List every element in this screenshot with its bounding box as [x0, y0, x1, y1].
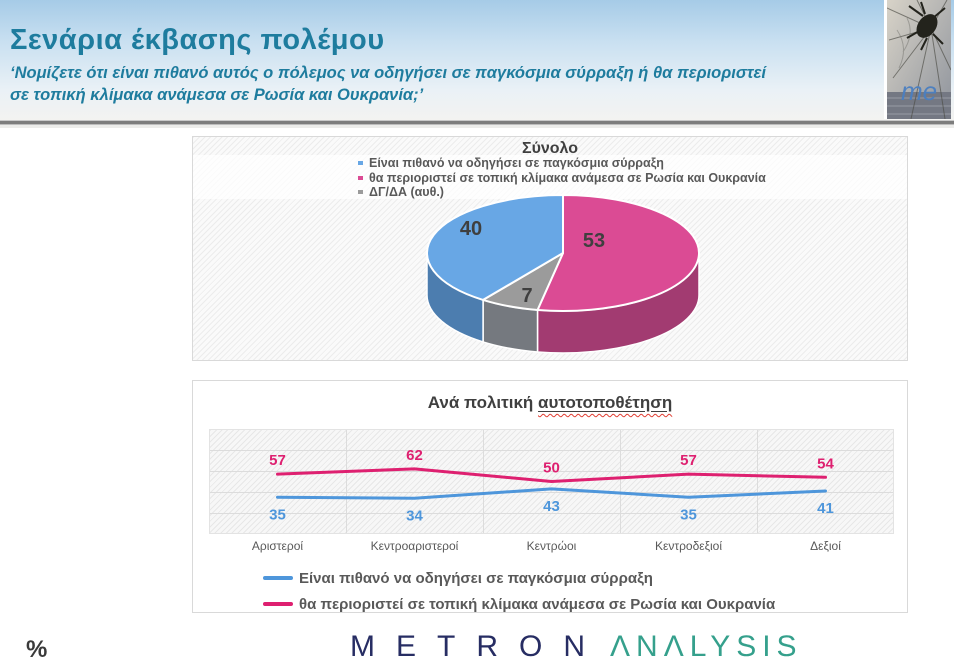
legend-item: θα περιοριστεί σε τοπική κλίμακα ανάμεσα…: [358, 171, 766, 186]
line-legend: Είναι πιθανό να οδηγήσει σε παγκόσμια σύ…: [263, 565, 775, 617]
svg-text:57: 57: [269, 452, 286, 469]
legend-label: θα περιοριστεί σε τοπική κλίμακα ανάμεσα…: [299, 595, 776, 613]
pie-chart-panel: 40 53 7 Σύνολο Είναι πιθανό να οδηγήσει σε…: [192, 136, 908, 361]
svg-text:53: 53: [583, 230, 605, 252]
page-title: Σενάρια έκβασης πολέμου: [10, 24, 385, 56]
x-axis-labels: Αριστεροί Κεντροαριστεροί Κεντρώοι Κεντρ…: [209, 539, 894, 553]
svg-text:57: 57: [680, 452, 697, 469]
brand-metron: METRON: [350, 630, 606, 663]
logo-me-text: me: [901, 76, 937, 106]
survey-question-subtitle: ‘Νομίζετε ότι είναι πιθανό αυτός ο πόλεμ…: [10, 64, 767, 105]
pie-chart-title: Σύνολο: [521, 140, 579, 157]
svg-text:54: 54: [817, 455, 834, 472]
legend-label: Είναι πιθανό να οδηγήσει σε παγκόσμια σύ…: [369, 156, 664, 171]
legend-line-pink: [263, 602, 293, 606]
line-chart-panel: Ανά πολιτική αυτοτοποθέτηση 35 34 43 35 41 57…: [192, 380, 908, 613]
spider-silhouette: [906, 1, 946, 51]
line-chart-title: Ανά πολιτική αυτοτοποθέτηση: [193, 393, 907, 413]
svg-text:50: 50: [543, 460, 560, 477]
header-divider: [0, 120, 954, 128]
percent-note: %: [26, 636, 48, 663]
line-chart: 35 34 43 35 41 57 62 50 57 54: [269, 447, 834, 524]
underlined-word-wrap: αυτοτοποθέτηση: [538, 393, 672, 412]
svg-text:62: 62: [406, 447, 423, 464]
x-axis-label: Αριστεροί: [251, 539, 304, 553]
x-axis-label: Δεξιοί: [810, 539, 841, 553]
underlined-word: αυτοτοποθέτηση: [538, 393, 673, 412]
legend-item: Είναι πιθανό να οδηγήσει σε παγκόσμια σύ…: [263, 565, 775, 591]
header: Σενάρια έκβασης πολέμου ‘Νομίζετε ότι εί…: [0, 0, 954, 120]
brand-analysis: ΛNΛLYSIS: [610, 630, 803, 663]
legend-item: θα περιοριστεί σε τοπική κλίμακα ανάμεσα…: [263, 591, 775, 617]
legend-label: ΔΓ/ΔΑ (αυθ.): [369, 185, 444, 200]
svg-text:41: 41: [817, 500, 834, 517]
line-chart-title-prefix: Ανά πολιτική: [427, 393, 539, 412]
metron-analysis-logo: METRON ΛNΛLYSIS: [350, 630, 803, 664]
x-axis-label: Κεντροαριστεροί: [370, 539, 459, 553]
legend-label: θα περιοριστεί σε τοπική κλίμακα ανάμεσα…: [369, 170, 766, 185]
legend-marker-blue: [358, 161, 363, 166]
svg-text:40: 40: [460, 218, 482, 240]
svg-text:7: 7: [521, 285, 532, 307]
pie-legend: Είναι πιθανό να οδηγήσει σε παγκόσμια σύ…: [358, 156, 766, 200]
spider-web-photo-logo: me: [884, 0, 954, 120]
legend-marker-pink: [358, 175, 363, 180]
svg-text:35: 35: [269, 506, 286, 523]
x-axis-label: Κεντρώοι: [526, 539, 577, 553]
legend-line-blue: [263, 576, 293, 580]
pie-chart: 40 53 7: [426, 194, 700, 354]
pie-legend-background: [193, 155, 907, 199]
svg-text:34: 34: [406, 507, 423, 524]
legend-marker-gray: [358, 190, 363, 195]
legend-label: Είναι πιθανό να οδηγήσει σε παγκόσμια σύ…: [299, 569, 653, 587]
x-axis-label: Κεντροδεξιοί: [654, 539, 722, 553]
svg-text:35: 35: [680, 506, 697, 523]
svg-text:43: 43: [543, 498, 560, 515]
legend-item: Είναι πιθανό να οδηγήσει σε παγκόσμια σύ…: [358, 156, 766, 171]
legend-item: ΔΓ/ΔΑ (αυθ.): [358, 185, 766, 200]
